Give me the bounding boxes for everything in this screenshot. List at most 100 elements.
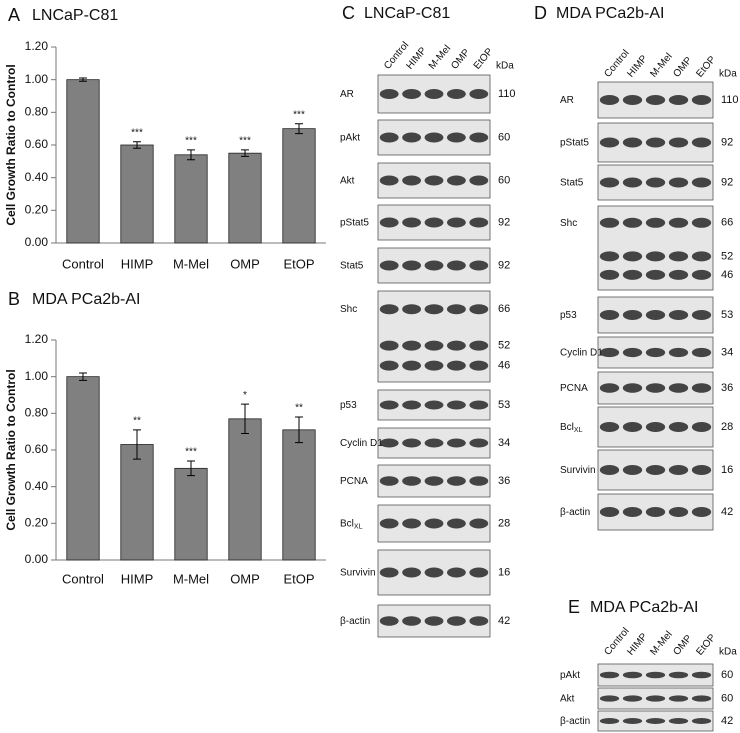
band [402,360,422,371]
band [402,518,422,529]
protein-name: AR [340,89,354,100]
y-tick-label: 0.60 [25,442,49,456]
kda-label: 34 [498,437,510,449]
error-bar [241,149,249,157]
protein-name: β-actin [560,716,590,727]
row-label: Cyclin D1 [340,438,383,449]
band [379,132,399,143]
band [379,217,399,228]
band [379,400,399,410]
band [622,217,643,228]
band [469,400,489,410]
band [424,175,444,186]
protein-name: AR [560,95,574,106]
y-tick-label: 1.20 [25,332,49,346]
band [469,340,489,351]
row-label: pStat5 [560,137,589,148]
row-label: p53 [340,400,357,411]
kda-label: 66 [498,303,510,315]
y-axis-label: Cell Growth Ratio to Control [4,369,18,530]
band [402,217,422,228]
band [668,177,689,188]
band [402,132,422,143]
lane-label: M-Mel [648,629,674,657]
error-bar [187,149,195,161]
band [645,671,666,679]
kda-label: 92 [721,136,733,148]
band [446,304,466,315]
row-label: β-actin [560,716,590,727]
band [645,310,666,320]
band [645,465,666,475]
row-label: Survivin [340,567,376,578]
unit-label: kDa [496,61,514,72]
y-tick-label: 0.80 [25,105,49,119]
band [645,251,666,262]
row-label: p53 [560,310,577,321]
kda-label: 110 [721,94,739,106]
y-axis-label: Cell Growth Ratio to Control [4,64,18,225]
bar [66,79,100,244]
band [379,340,399,351]
band [379,518,399,529]
band [622,507,643,517]
row-label: PCNA [560,383,588,394]
y-tick-label: 0.40 [25,170,49,184]
kda-label: 52 [498,340,510,352]
band [691,422,712,432]
x-tick-label: HIMP [121,571,154,586]
error-bar [133,429,141,460]
lane-label: M-Mel [648,51,674,79]
kda-label: 34 [721,346,733,358]
bar [282,429,316,561]
panel-letter: A [8,5,20,25]
band [599,422,620,432]
significance: *** [293,109,305,120]
band [424,260,444,271]
bar [66,376,100,561]
band [379,438,399,448]
band [599,671,620,679]
kda-label: 60 [498,131,510,143]
protein-name: Stat5 [560,177,584,188]
band [691,465,712,475]
band [645,695,666,702]
band [402,567,422,578]
band [645,383,666,393]
y-tick-label: 0.20 [25,516,49,530]
band [446,476,466,486]
band [691,95,712,105]
y-tick-label: 0.20 [25,203,49,217]
band [424,217,444,228]
protein-name: Stat5 [340,260,364,271]
band [469,518,489,529]
band [379,175,399,186]
x-tick-label: M-Mel [173,571,209,586]
band [402,476,422,486]
band [402,438,422,448]
chart-title: MDA PCa2b-AI [32,291,140,308]
protein-name: Survivin [560,465,596,476]
kda-label: 42 [498,615,510,627]
band [469,89,489,99]
unit-label: kDa [719,69,737,80]
x-tick-label: OMP [230,256,260,271]
band [424,360,444,371]
row-label: Stat5 [340,260,364,271]
band [402,175,422,186]
band [599,269,620,280]
kda-label: 46 [721,269,733,281]
band [691,251,712,262]
row-label: β-actin [560,507,590,518]
band [668,251,689,262]
band [446,175,466,186]
kda-label: 92 [498,216,510,228]
band [622,718,643,724]
kda-label: 28 [721,421,733,433]
band [469,438,489,448]
row-label: AR [340,89,354,100]
band [469,217,489,228]
band [691,217,712,228]
